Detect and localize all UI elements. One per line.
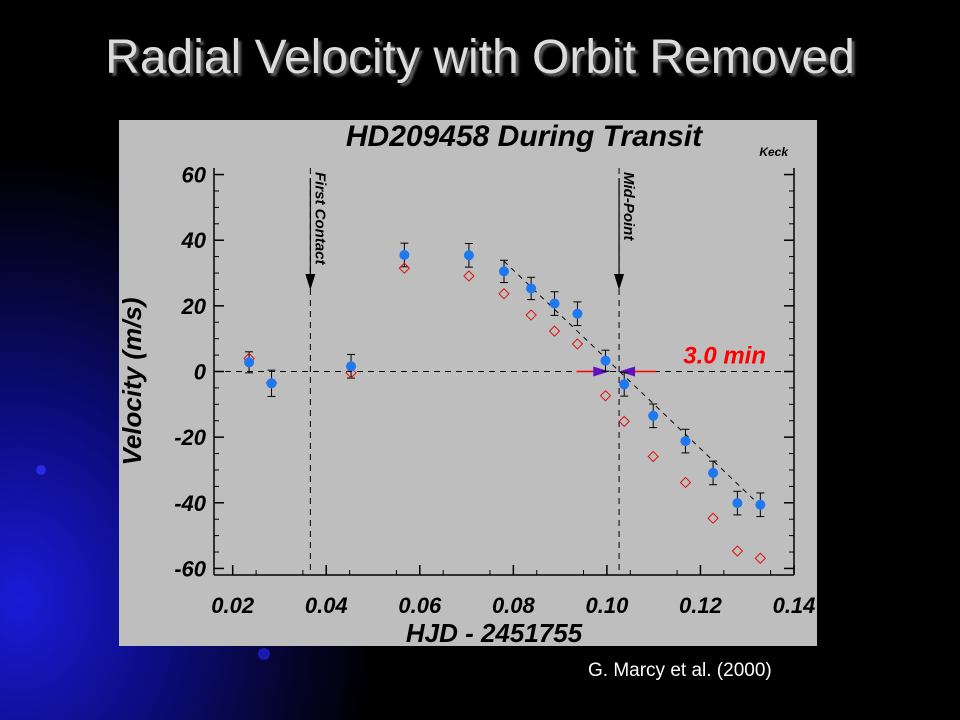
x-tick-label: 0.14 <box>773 593 816 618</box>
y-tick-label: -60 <box>174 556 207 581</box>
y-tick-label: 40 <box>181 228 207 253</box>
vertical-marker-label: Mid-Point <box>620 172 637 241</box>
chart-subtitle: Keck <box>759 145 789 159</box>
observed-point <box>619 379 630 390</box>
y-tick-label: 20 <box>181 294 207 319</box>
model-point <box>599 390 612 402</box>
model-point <box>345 367 357 379</box>
y-axis-label: Velocity (m/s) <box>119 297 147 465</box>
x-axis-label: HJD - 2451755 <box>406 618 583 646</box>
y-tick-label: -40 <box>174 491 207 516</box>
model-point <box>754 552 767 564</box>
x-tick-label: 0.06 <box>398 593 442 618</box>
decorative-dot <box>258 648 270 660</box>
observed-point <box>648 410 659 421</box>
trend-line <box>503 260 761 507</box>
observed-point <box>572 308 583 319</box>
vertical-marker-label: First Contact <box>311 172 328 266</box>
model-point <box>731 545 744 557</box>
annotation-arrowhead-left <box>593 366 610 377</box>
text-layer: 60 40 20 0 -20 -40 -600.02 0.04 0.06 0.08 0.10 0.12… <box>119 120 815 646</box>
model-point <box>398 262 411 274</box>
x-tick-label: 0.02 <box>211 593 255 618</box>
figure-credit: G. Marcy et al. (2000) <box>588 660 772 681</box>
model-point <box>707 512 719 524</box>
model-point <box>498 288 510 300</box>
x-tick-label: 0.08 <box>492 593 536 618</box>
model-point <box>618 415 630 428</box>
chart-panel: 60 40 20 0 -20 -40 -60 0.02 0.04 0.06 0.08 0.10 0.12… <box>119 120 817 646</box>
reference-lines-layer <box>214 168 794 575</box>
y-tick-label: -20 <box>174 425 207 450</box>
decorative-dot <box>36 465 46 475</box>
observed-point <box>399 249 410 260</box>
observed-point <box>266 378 277 389</box>
vertical-marker-arrowhead <box>614 274 625 290</box>
chart-title: HD209458 During Transit <box>346 120 704 153</box>
observed-point <box>708 467 719 478</box>
x-tick-label: 0.10 <box>585 593 629 618</box>
axes-layer <box>213 168 795 576</box>
observed-point <box>346 361 357 372</box>
model-point <box>571 338 584 350</box>
model-point <box>525 309 537 321</box>
x-tick-label: 0.12 <box>679 593 723 618</box>
series-layer <box>243 242 767 564</box>
observed-point <box>600 355 611 366</box>
model-point <box>679 476 692 489</box>
velocity-chart: 60 40 20 0 -20 -40 -600.02 0.04 0.06 0.08 0.10 0.12… <box>119 120 815 646</box>
observed-point <box>244 357 255 368</box>
y-tick-label: 60 <box>182 163 207 188</box>
x-tick-label: 0.04 <box>305 593 348 618</box>
vertical-marker-arrowhead <box>305 274 316 290</box>
y-tick-label: 0 <box>194 360 207 385</box>
observed-point <box>549 298 560 309</box>
annotation-text: 3.0 min <box>683 343 766 370</box>
model-point <box>463 270 475 282</box>
slide-title: Radial Velocity with Orbit Removed <box>105 31 855 84</box>
observed-point <box>680 436 691 447</box>
annotation-arrowhead-right <box>619 366 636 377</box>
observed-point <box>463 250 474 261</box>
observed-point <box>732 498 743 509</box>
observed-point <box>526 283 537 294</box>
observed-point <box>755 499 766 510</box>
model-point <box>548 325 561 337</box>
model-point <box>647 450 659 463</box>
observed-point <box>499 266 509 277</box>
